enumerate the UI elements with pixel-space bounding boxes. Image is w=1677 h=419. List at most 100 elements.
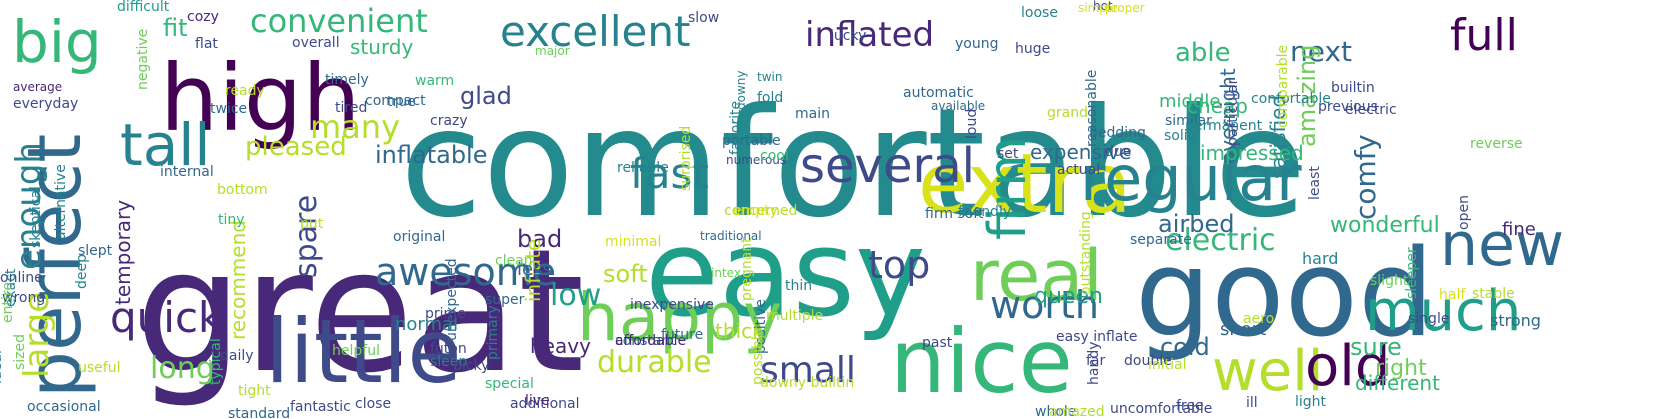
word-friendly-169: friendly xyxy=(958,204,1011,220)
word-high-4: high xyxy=(160,45,361,152)
word-middle-68: middle xyxy=(1159,91,1220,112)
word-fast-22: fast xyxy=(630,149,709,198)
word-future-145: future xyxy=(661,327,703,343)
word-amazing-42: amazing xyxy=(1293,44,1321,147)
word-cold-46: cold xyxy=(1160,333,1210,361)
word-tall-11: tall xyxy=(120,111,211,179)
word-new-17: new xyxy=(1440,210,1564,280)
word-proper-104: proper xyxy=(1105,1,1145,15)
word-exact-119: exact xyxy=(3,268,19,307)
word-far-174: far xyxy=(1086,353,1106,369)
word-comparable-195: comparable xyxy=(1275,45,1291,128)
word-perfect-9: perfect xyxy=(12,134,98,398)
word-helpful-132: helpful xyxy=(332,343,380,359)
word-sleep-135: sleep xyxy=(430,354,467,370)
word-fold-87: fold xyxy=(757,90,783,106)
word-sturdy-57: sturdy xyxy=(350,35,414,59)
word-full-23: full xyxy=(1450,10,1518,61)
word-ill-182: ill xyxy=(1246,395,1258,411)
word-past-173: past xyxy=(922,335,953,351)
word-standard-126: standard xyxy=(228,406,290,419)
word-additional-129: additional xyxy=(510,396,580,412)
word-reliable-146: reliable xyxy=(617,160,669,176)
word-entire-120: entire xyxy=(0,282,16,323)
word-clean-141: clean xyxy=(495,253,533,269)
word-whole-176: whole xyxy=(1035,404,1076,419)
word-long-35: long xyxy=(150,351,215,386)
word-regular-13: regular xyxy=(1080,142,1302,215)
word-firm-soft-168: firm soft xyxy=(925,206,984,222)
word-multiple-151: multiple xyxy=(766,308,823,324)
word-empty-158: empty xyxy=(733,203,778,219)
word-thin-159: thin xyxy=(785,278,812,294)
word-easy-inflate-171: easy inflate xyxy=(1056,329,1137,345)
word-tired-81: tired xyxy=(335,100,367,116)
word-occasional-125: occasional xyxy=(27,399,101,415)
word-primary-139: primary xyxy=(485,305,501,360)
word-extra-8: extra xyxy=(918,137,1132,232)
word-reasonable-166: reasonable xyxy=(1084,70,1100,147)
word-sure-43: sure xyxy=(1350,333,1402,361)
word-average-78: average xyxy=(13,80,62,94)
word-well-14: well xyxy=(1212,339,1323,404)
word-due-167: due xyxy=(1105,144,1131,160)
word-possible-154: possible xyxy=(750,328,766,385)
word-fantastic-127: fantastic xyxy=(290,399,351,415)
word-least-191: least xyxy=(1307,166,1323,200)
word-less-67: less xyxy=(517,259,552,280)
word-wonderful-51: wonderful xyxy=(1330,213,1440,238)
word-slight-188: slight xyxy=(1370,273,1409,289)
word-intex-149: intex xyxy=(711,266,741,280)
word-futon-134: futon xyxy=(430,341,467,357)
word-bad-45: bad xyxy=(517,225,562,253)
word-quick-20: quick xyxy=(110,293,223,342)
word-numerous-91: numerous xyxy=(726,153,786,167)
word-inexpensive-144: inexpensive xyxy=(630,297,714,313)
word-unexpected-115: unexpected xyxy=(444,258,460,341)
word-loose-96: loose xyxy=(1021,5,1058,21)
word-queen-53: queen xyxy=(1034,284,1103,309)
word-expensive-61: expensive xyxy=(1030,140,1132,164)
word-recommend-64: recommend xyxy=(226,220,250,340)
word-true-82: true xyxy=(387,94,416,110)
word-fine-70: fine xyxy=(1502,219,1536,240)
word-young-98: young xyxy=(955,36,998,52)
word-nice-7: nice xyxy=(890,310,1073,413)
word-ready-79: ready xyxy=(225,83,265,99)
word-available-160: available xyxy=(931,99,985,113)
word-several-18: several xyxy=(800,138,975,194)
word-top-26: top xyxy=(868,243,930,287)
word-similar-95: similar xyxy=(1165,113,1212,129)
word-tiny-108: tiny xyxy=(218,212,245,228)
word-good-3: good xyxy=(1135,225,1434,364)
word-cozy-101: cozy xyxy=(187,9,219,25)
word-flat-74: flat xyxy=(195,36,218,52)
word-easy-2: easy xyxy=(645,205,926,344)
word-short-69: short xyxy=(1220,319,1266,340)
word-deep-118: deep xyxy=(74,254,90,289)
word-super-140: super xyxy=(485,292,525,308)
word-worth-27: worth xyxy=(990,283,1099,327)
word-much-15: much xyxy=(1365,279,1521,344)
word-initial-179: initial xyxy=(1148,357,1187,373)
word-slept-123: slept xyxy=(78,243,113,259)
word-small-28: small xyxy=(760,350,856,391)
word-useful-124: useful xyxy=(78,360,120,376)
word-portable-90: portable xyxy=(722,133,781,149)
word-ideal-122: ideal xyxy=(0,350,5,384)
word-inflatable-44: inflatable xyxy=(375,141,488,169)
word-hard-72: hard xyxy=(1302,249,1338,268)
word-airbed-48: airbed xyxy=(1158,210,1234,238)
word-double-178: double xyxy=(1124,353,1172,369)
word-comfortable-0: comfortable xyxy=(400,77,1307,251)
word-sized-121: sized xyxy=(12,334,28,370)
word-builtin-197: builtin xyxy=(1331,80,1375,96)
word-thick-65: thick xyxy=(715,319,764,343)
word-big-10: big xyxy=(12,8,102,76)
word-bedding-165: bedding xyxy=(1089,125,1146,141)
word-cool-92: cool xyxy=(760,148,789,164)
word-different-56: different xyxy=(1355,371,1440,395)
word-favorite-157: favorite xyxy=(728,101,744,155)
word-major-102: major xyxy=(535,44,570,58)
